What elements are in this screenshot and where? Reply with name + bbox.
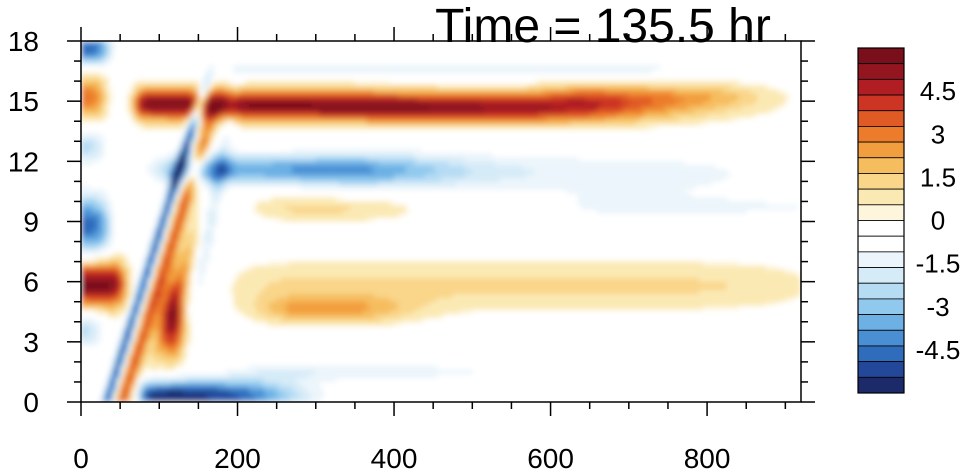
- x-tick-label: 800: [684, 443, 731, 473]
- colorbar-segment: [857, 63, 905, 80]
- colorbar-segment: [857, 235, 905, 253]
- colorbar-label: -4.5: [916, 335, 961, 365]
- y-tick-label: 3: [23, 327, 39, 358]
- x-tick-label: 200: [214, 443, 261, 473]
- colorbar-segment: [857, 361, 905, 378]
- y-tick-label: 0: [23, 387, 39, 418]
- colorbar-segment: [857, 220, 905, 237]
- colorbar-segment: [857, 251, 905, 268]
- colorbar-label: 0: [931, 206, 945, 236]
- x-tick-label: 0: [73, 443, 89, 473]
- colorbar-segment: [857, 47, 905, 65]
- colorbar-segment: [857, 141, 905, 159]
- colorbar-label: 1.5: [920, 162, 956, 192]
- colorbar-label: -1.5: [916, 249, 961, 279]
- colorbar-segment: [857, 282, 905, 300]
- colorbar-segment: [857, 267, 905, 284]
- colorbar-segment: [857, 126, 905, 143]
- colorbar-segment: [857, 329, 905, 347]
- axis-ticks: [67, 27, 815, 416]
- colorbar-segment: [857, 204, 905, 221]
- colorbar-segment: [857, 157, 905, 174]
- y-tick-label: 12: [8, 146, 39, 177]
- colorbar-segment: [857, 188, 905, 206]
- y-tick-labels: 0 3 6 9 12 15 18: [8, 26, 39, 418]
- x-tick-labels: 0 200 400 600 800: [73, 443, 730, 473]
- heatmap-field: [81, 41, 801, 402]
- y-tick-label: 18: [8, 26, 39, 57]
- colorbar-segment: [857, 345, 905, 363]
- colorbar-label: -3: [926, 292, 949, 322]
- y-tick-label: 15: [8, 86, 39, 117]
- colorbar-segment: [857, 376, 905, 394]
- y-tick-label: 6: [23, 267, 39, 298]
- colorbar-segment: [857, 173, 905, 190]
- colorbar-segment: [857, 298, 905, 315]
- colorbar-segment: [857, 94, 905, 112]
- colorbar-label: 3: [931, 119, 945, 149]
- colorbar-label: 4.5: [920, 76, 956, 106]
- colorbar-frame: [857, 47, 905, 394]
- y-tick-label: 9: [23, 207, 39, 238]
- colorbar-segment: [857, 110, 905, 127]
- colorbar-segment: [857, 78, 905, 96]
- colorbar-segment: [857, 314, 905, 331]
- chart-title: Time = 135.5 hr: [435, 0, 771, 53]
- x-tick-label: 600: [527, 443, 574, 473]
- colorbar: [857, 47, 905, 394]
- colorbar-labels: 4.5 3 1.5 0 -1.5 -3 -4.5: [916, 76, 961, 365]
- x-tick-label: 400: [371, 443, 418, 473]
